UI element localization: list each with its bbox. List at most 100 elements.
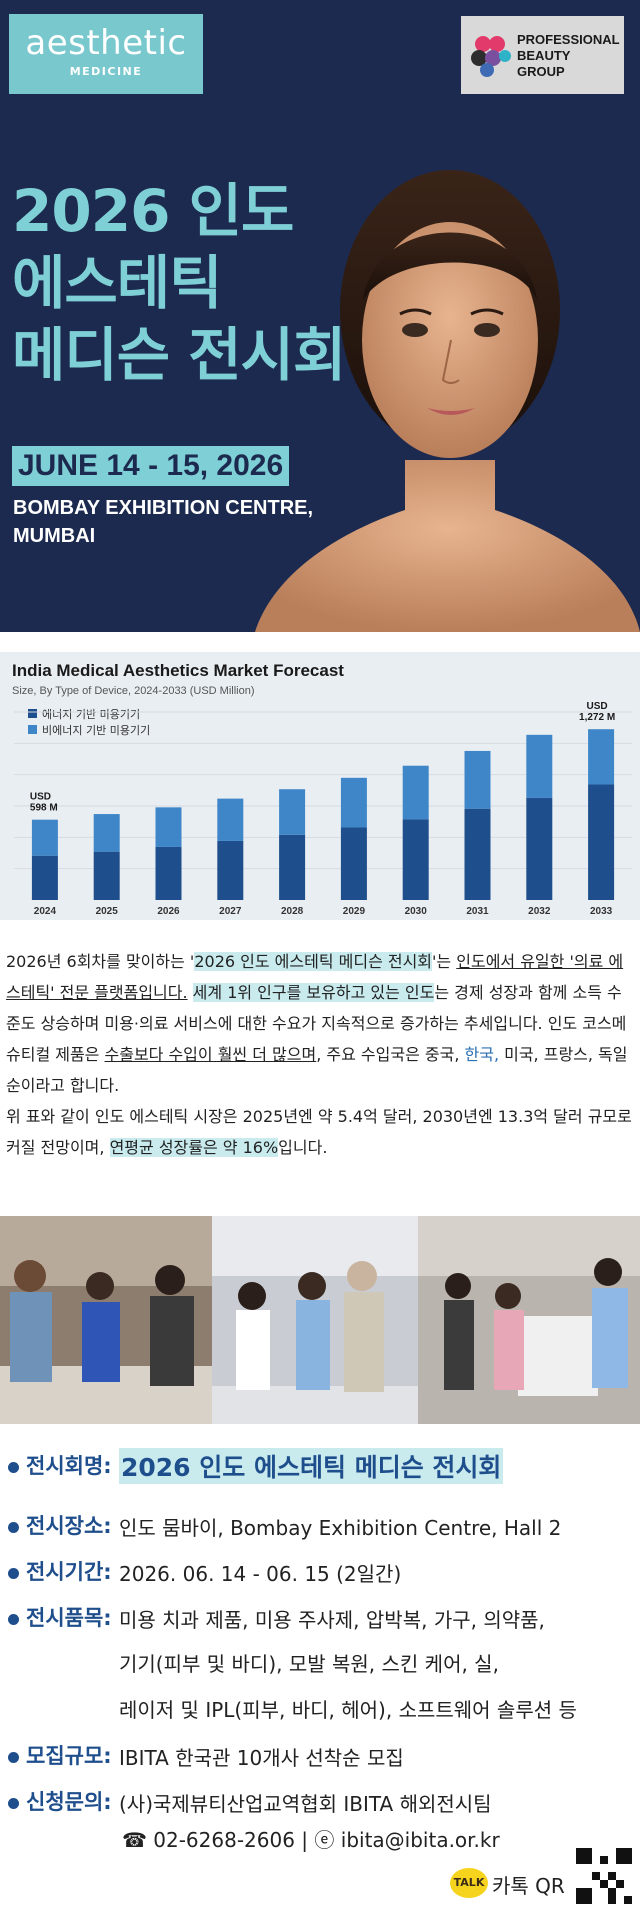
annotation-label-value: 598 M: [30, 803, 58, 814]
kakao-talk-icon[interactable]: TALK: [450, 1868, 488, 1898]
x-tick-label: 2025: [96, 906, 119, 917]
info-label: 신청문의:: [26, 1790, 112, 1814]
chart-canvas: India Medical Aesthetics Market Forecast…: [12, 661, 632, 917]
bar-2029-series-1: [340, 777, 367, 828]
bar-2030-series-0: [402, 819, 429, 900]
intro-text-span: 위 표와 같이 인도 에스테틱 시장은 2025년엔 약 5.4억 달러, 20…: [6, 1107, 632, 1157]
intro-text-span: 는 경제 성장과 함께 소득 수준도 상승하며 미용·의료 서비스에 대한 수요…: [6, 983, 627, 1064]
pbg-logo-text: PROFESSIONAL BEAUTY GROUP: [517, 32, 620, 80]
bar-2028-series-1: [279, 789, 306, 835]
bar-2031-series-1: [464, 750, 491, 809]
model-portrait-image: [255, 170, 640, 632]
inquiry-value: (사)국제뷰티산업교역협회 IBITA 해외전시팀: [119, 1792, 492, 1816]
legend-swatch-energy: [28, 709, 37, 718]
items-value-cont-2: 레이저 및 IPL(피부, 바디, 헤어), 소프트웨어 솔루션 등: [119, 1698, 577, 1722]
bullet-icon: [8, 1462, 19, 1473]
chart-title: India Medical Aesthetics Market Forecast: [12, 661, 344, 680]
title-line-2: 에스테틱: [12, 249, 222, 317]
intro-korea: 한국,: [464, 1045, 500, 1064]
annotation-label-top: USD: [587, 701, 608, 712]
page-title: 2026 인도 에스테틱 메디슨 전시회: [12, 175, 346, 391]
x-tick-label: 2033: [590, 906, 613, 917]
heart-cluster-icon: [471, 36, 511, 77]
venue-line-2: MUMBAI: [13, 525, 96, 547]
event-date: JUNE 14 - 15, 2026: [12, 446, 290, 486]
x-tick-label: 2027: [219, 906, 242, 917]
bullet-icon: [8, 1568, 19, 1579]
exhibition-photo-strip: [0, 1216, 640, 1424]
intro-underline-import: 수출보다 수입이 훨씬 더 많으며: [104, 1045, 317, 1064]
bar-2033-series-1: [588, 729, 615, 785]
legend-swatch-non-energy: [28, 725, 37, 734]
bar-2029-series-0: [340, 827, 367, 900]
intro-paragraph-2: 위 표와 같이 인도 에스테틱 시장은 2025년엔 약 5.4억 달러, 20…: [6, 1101, 634, 1163]
aesthetic-medicine-logo: aesthetic MEDICINE: [9, 14, 203, 94]
bullet-icon: [8, 1798, 19, 1809]
x-tick-label: 2026: [157, 906, 180, 917]
professional-beauty-group-logo: PROFESSIONAL BEAUTY GROUP: [461, 16, 624, 94]
chart-bars: [31, 729, 615, 900]
bar-2030-series-1: [402, 765, 429, 820]
bar-2024-series-0: [31, 855, 58, 900]
x-tick-label: 2032: [528, 906, 551, 917]
intro-underline-unique: 인도에서 유일한 '의료 에스테틱' 전문 플랫폼입니다.: [6, 952, 624, 1002]
items-value-cont-1: 기기(피부 및 바디), 모발 복원, 스킨 케어, 실,: [119, 1652, 499, 1676]
event-venue: BOMBAY EXHIBITION CENTRE, MUMBAI: [13, 494, 313, 550]
intro-text-span: 2026년 6회차를 맞이하는 ': [6, 952, 195, 971]
bullet-icon: [8, 1614, 19, 1625]
logo-main-text: aesthetic: [25, 23, 187, 63]
kakao-qr-label: 카톡 QR: [492, 1874, 565, 1898]
qr-code-icon[interactable]: [576, 1848, 632, 1904]
bar-2027-series-0: [217, 840, 244, 900]
chart-subtitle: Size, By Type of Device, 2024-2033 (USD …: [12, 685, 255, 697]
hero-banner: aesthetic MEDICINE PROFESSIONAL BEAUTY G…: [0, 0, 640, 632]
chart-x-ticks: 2024 2025 2026 2027 2028 2029 2030 2031 2032 2033: [34, 906, 613, 917]
info-label: 전시장소:: [26, 1514, 112, 1538]
x-tick-label: 2024: [34, 906, 57, 917]
pbg-line1: PROFESSIONAL: [517, 32, 620, 47]
exhibition-photo-2: [212, 1216, 418, 1424]
scale-value: IBITA 한국관 10개사 선착순 모집: [119, 1746, 404, 1770]
exhibition-photo-3: [418, 1216, 640, 1424]
pbg-line3: GROUP: [517, 64, 565, 79]
intro-text-span: , 주요 수입국은 중국,: [316, 1045, 465, 1064]
market-forecast-chart: India Medical Aesthetics Market Forecast…: [0, 652, 640, 920]
bar-2032-series-0: [526, 797, 553, 900]
contact-phone-email[interactable]: ☎ 02-6268-2606 | ⓔ ibita@ibita.or.kr: [122, 1828, 500, 1852]
legend-label-energy: 에너지 기반 미용기기: [42, 708, 140, 721]
period-value: 2026. 06. 14 - 06. 15 (2일간): [119, 1562, 402, 1586]
intro-text-span: [188, 983, 193, 1002]
bar-2025-series-0: [93, 851, 120, 900]
info-label: 전시품목:: [26, 1606, 112, 1630]
bar-2032-series-1: [526, 734, 553, 798]
x-tick-label: 2029: [343, 906, 366, 917]
pbg-line2: BEAUTY: [517, 48, 571, 63]
intro-text-span: 입니다.: [278, 1138, 328, 1157]
x-tick-label: 2028: [281, 906, 304, 917]
bar-2027-series-1: [217, 798, 244, 841]
x-tick-label: 2031: [466, 906, 489, 917]
annotation-label-value: 1,272 M: [579, 712, 615, 723]
bar-2031-series-0: [464, 808, 491, 900]
bar-2026-series-1: [155, 807, 182, 847]
annotation-label-top: USD: [30, 792, 51, 803]
intro-highlight-cagr: 연평균 성장률은 약 16%: [109, 1138, 279, 1157]
venue-line-1: BOMBAY EXHIBITION CENTRE,: [13, 497, 314, 519]
x-tick-label: 2030: [405, 906, 428, 917]
info-label: 전시기간:: [26, 1560, 112, 1584]
bullet-icon: [8, 1522, 19, 1533]
title-line-1: 2026 인도: [12, 177, 294, 245]
bar-2025-series-1: [93, 814, 120, 852]
intro-highlight-event: 2026 인도 에스테틱 메디슨 전시회: [194, 952, 433, 971]
intro-paragraph-1: 2026년 6회차를 맞이하는 '2026 인도 에스테틱 메디슨 전시회'는 …: [6, 946, 634, 1101]
intro-highlight-population: 세계 1위 인구를 보유하고 있는 인도: [192, 983, 435, 1002]
logo-sub-text: MEDICINE: [69, 65, 143, 78]
bar-2024-series-1: [31, 819, 58, 856]
intro-text-span: '는: [432, 952, 457, 971]
event-name-value: 2026 인도 에스테틱 메디슨 전시회: [119, 1448, 504, 1484]
legend-label-non-energy: 비에너지 기반 미용기기: [42, 724, 150, 737]
info-label: 모집규모:: [26, 1744, 112, 1768]
bar-2033-series-0: [588, 784, 615, 900]
intro-text: 2026년 6회차를 맞이하는 '2026 인도 에스테틱 메디슨 전시회'는 …: [6, 946, 634, 1163]
